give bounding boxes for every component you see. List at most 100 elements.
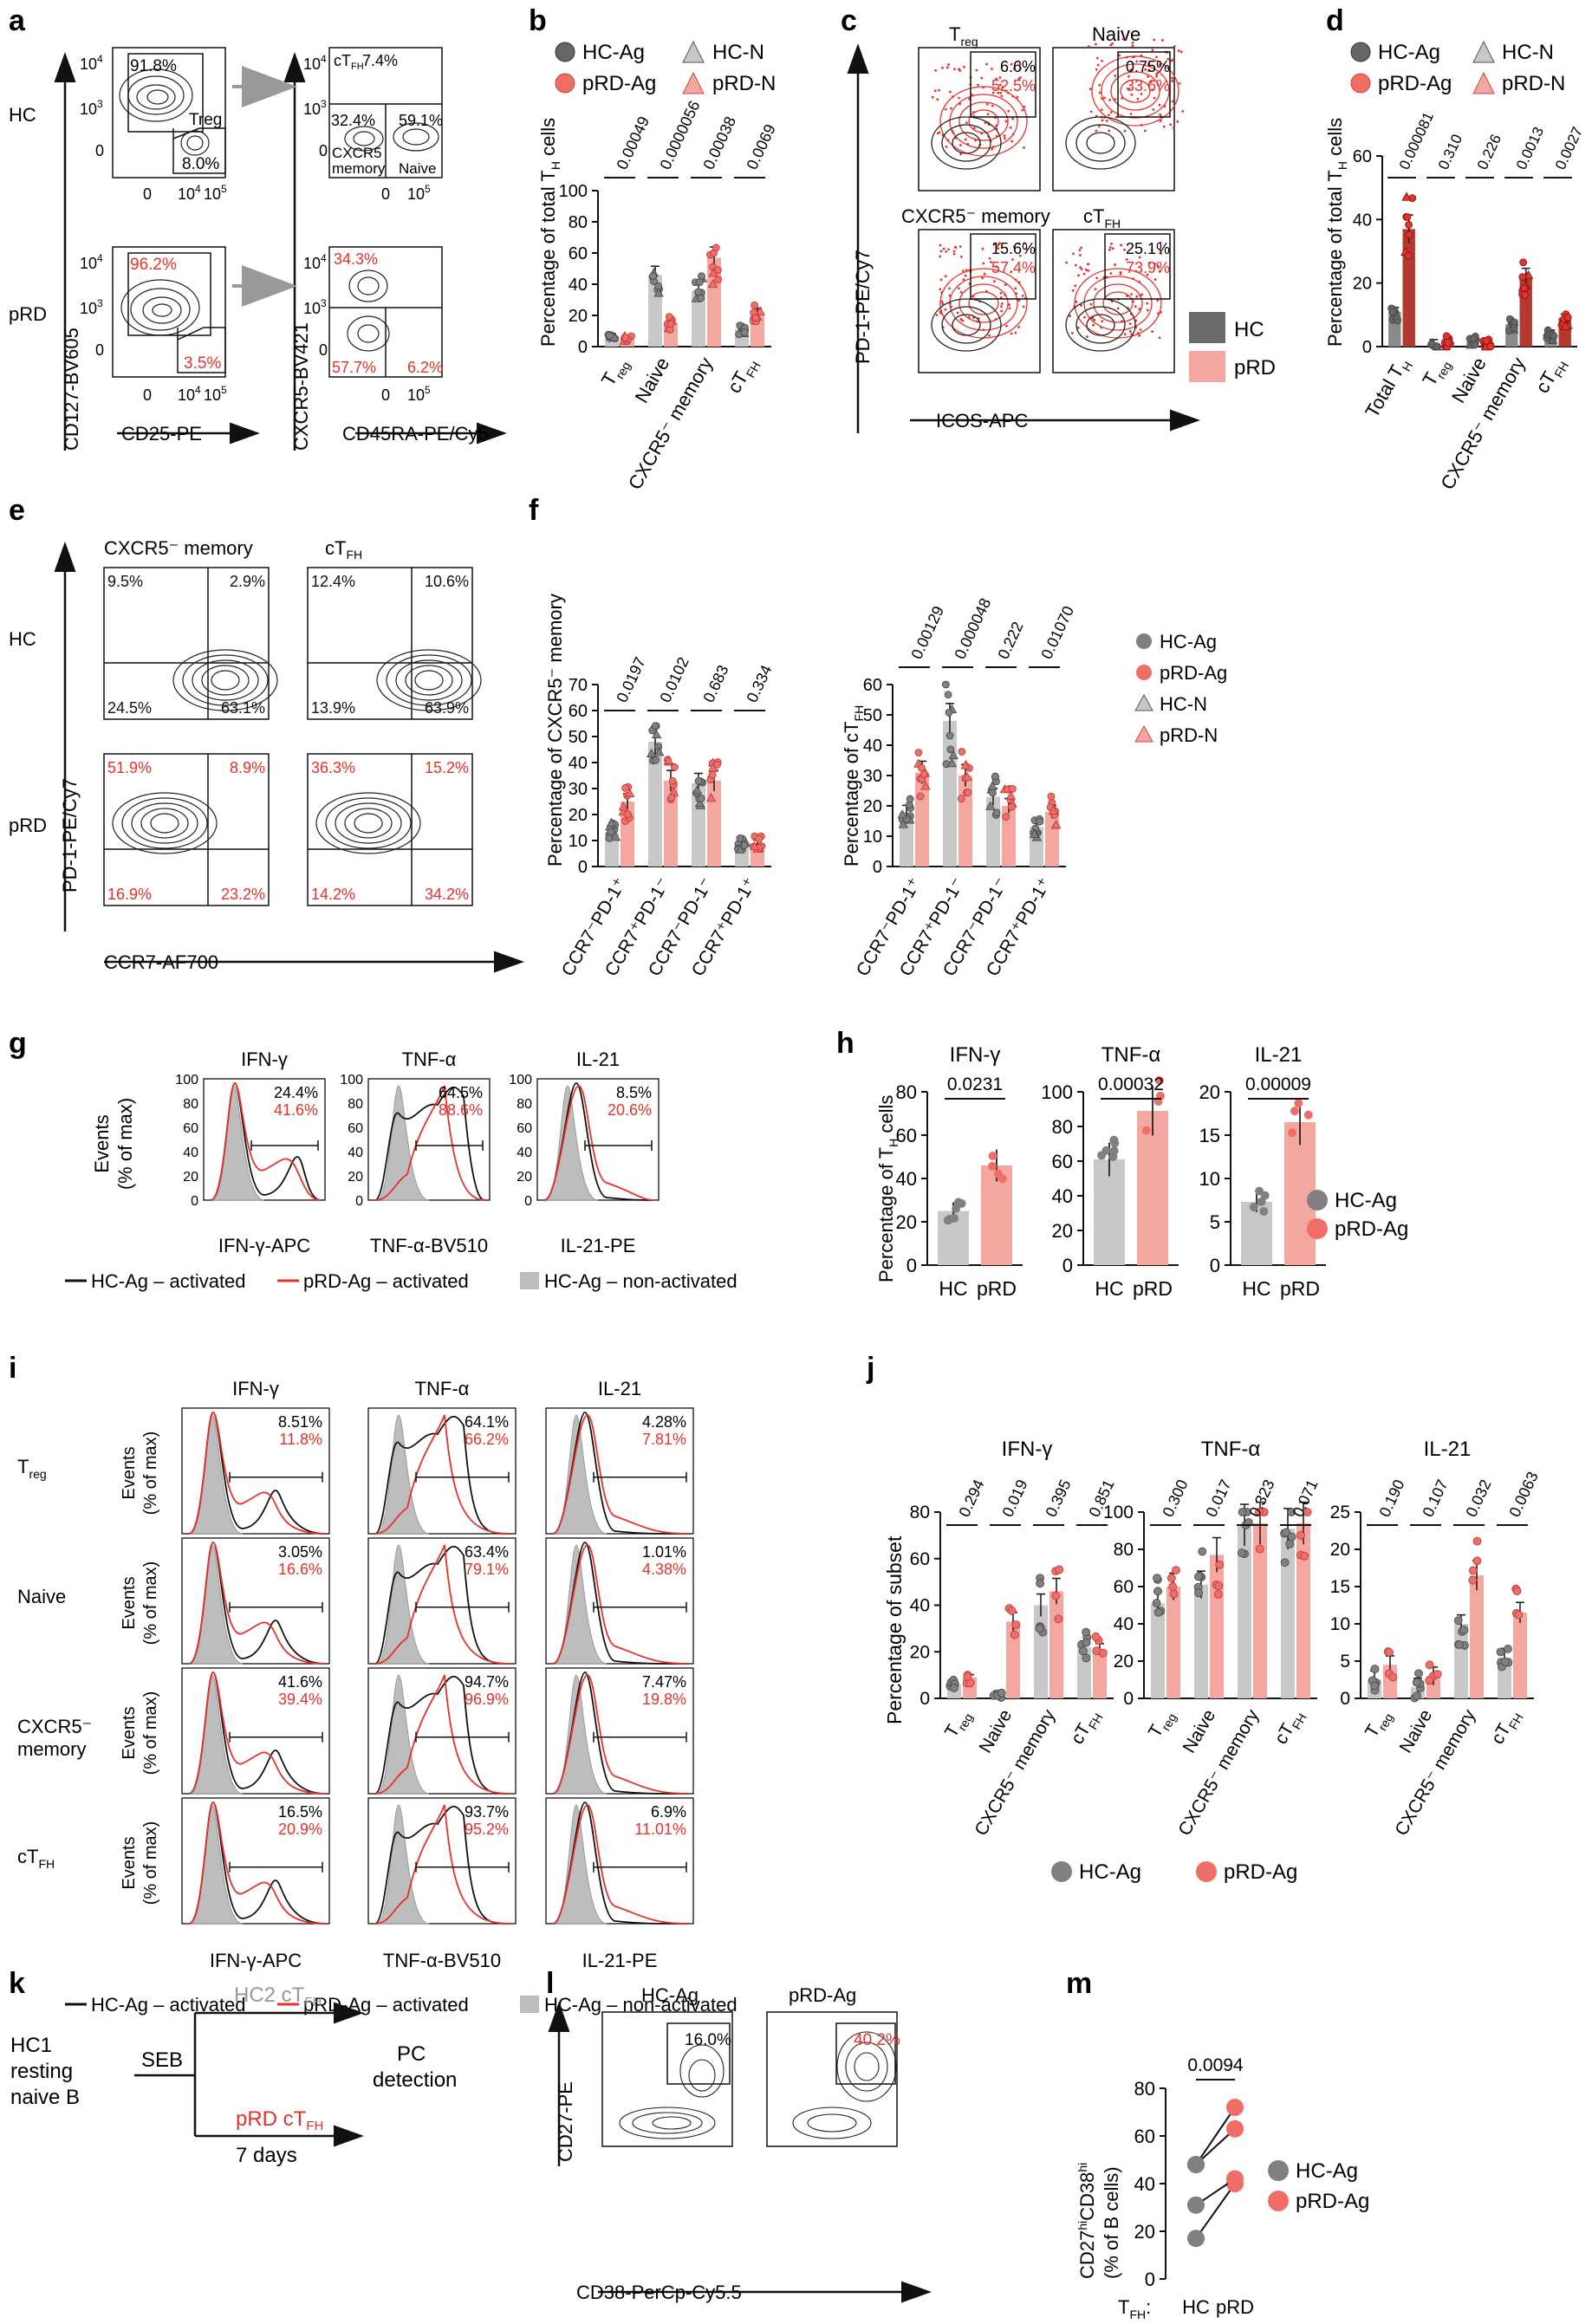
- e-contour-0-0: [172, 649, 278, 711]
- j1-bar-1-1: [1006, 1621, 1020, 1698]
- h1-ytick-label-3: 60: [896, 1125, 917, 1146]
- j2-dot-0-0-1: [1152, 1599, 1161, 1607]
- panel-label-g: g: [9, 1027, 27, 1060]
- d-legend-hcag: HC-Ag: [1378, 41, 1440, 64]
- j2-dot-2-0-1: [1238, 1548, 1246, 1557]
- i-hist-0-1-black: [374, 1416, 512, 1535]
- i-hist-2-2-pct-red: 19.8%: [642, 1691, 686, 1708]
- f2-dot-1-0-5: [948, 750, 958, 760]
- c-dot-red-2-63: [940, 300, 944, 303]
- panel-l: CD27-PE CD38-PerCp-Cy5.5 HC-Ag pRD-Ag 16…: [548, 1984, 932, 2303]
- c-pct-black-2: 15.6%: [991, 240, 1036, 257]
- i-ylabel-b-0: (% of max): [141, 1431, 160, 1516]
- k-prd: pRD cTFH: [236, 2107, 323, 2133]
- h3-dot-0-5: [1249, 1203, 1258, 1212]
- j3-dot-3-1-3: [1512, 1587, 1522, 1596]
- e-q-br-1: 63.9%: [425, 699, 469, 717]
- e-contour-0-1: [182, 654, 269, 706]
- c-red-contour-3-3: [1102, 291, 1134, 315]
- f2-dot-0-0-8: [897, 809, 907, 819]
- c-dot-red-1-86: [1129, 68, 1133, 71]
- h2-bar-0: [1094, 1159, 1125, 1265]
- f1-pval-3: 0.334: [743, 662, 775, 704]
- f1-dot-1-1-8: [663, 755, 674, 764]
- c-dot-red-1-34: [1096, 63, 1100, 67]
- j3-dot-1-0-5: [1412, 1678, 1421, 1687]
- h1-title: IFN-γ: [950, 1043, 1001, 1067]
- a2-tick-104p: 104: [303, 252, 327, 272]
- e-contour-3-1: [325, 797, 412, 849]
- i-hist-1-1-pct-red: 79.1%: [465, 1561, 509, 1578]
- j1-ytick-label-4: 80: [910, 1503, 930, 1522]
- c-dot-red-3-46: [1093, 318, 1096, 321]
- h2-ytick-label-5: 100: [1041, 1081, 1073, 1103]
- b-cat-main-1: Naive: [631, 354, 674, 406]
- i-hist-0-0-pct-red: 11.8%: [279, 1431, 322, 1448]
- panel-label-j: j: [866, 1352, 874, 1385]
- c-dot-red-0-55: [1023, 146, 1025, 149]
- c-dot-red-2-12: [939, 250, 943, 253]
- i-hist-2-1-pct-black: 94.7%: [465, 1673, 509, 1691]
- d-cat-4: cTFH: [1531, 354, 1572, 399]
- d-pval-1: 0.310: [1435, 132, 1465, 172]
- c-dot-red-0-78: [997, 91, 1000, 94]
- f1-dot-1-0-1: [652, 756, 660, 764]
- c-dot-red-1-76: [1130, 93, 1134, 96]
- d-dot-3-0-7: [1510, 324, 1518, 332]
- j1-bar-2-1: [1049, 1591, 1063, 1698]
- f2-dot-1-0-0: [945, 731, 954, 740]
- c-dot-red-1-52: [1095, 56, 1099, 60]
- h3-dot-0-4: [1257, 1197, 1266, 1206]
- f1-ylabel: Percentage of CXCR5⁻ memory: [544, 594, 566, 867]
- f2-dot-3-0-8: [1029, 828, 1040, 839]
- a-ylabel-2: CXCR5-BV421: [290, 322, 312, 451]
- c-dot-red-1-75: [1159, 120, 1162, 123]
- c-dot-red-3-23: [1159, 241, 1162, 244]
- c-legend-prd: pRD: [1234, 356, 1276, 380]
- f1-dot-1-1-7: [668, 776, 677, 785]
- b-cat-main-2: CXCR5⁻ memory: [624, 354, 718, 493]
- c-dot-red-0-6: [1021, 108, 1024, 112]
- j3-cat-3: cTFH: [1487, 1706, 1525, 1749]
- c-dot-red-2-59: [947, 248, 950, 251]
- h2-bar-1: [1137, 1111, 1168, 1265]
- c-dot-red-2-86: [954, 245, 957, 249]
- a2-xtick-105p: 105: [407, 384, 431, 404]
- a-treg-label: Treg: [189, 111, 222, 129]
- f1-dot-3-1-8: [749, 841, 760, 851]
- d-dot-4-1-5: [1560, 321, 1571, 330]
- h1-ytick-label-0: 0: [906, 1255, 917, 1276]
- c-red-contour-1-1: [1101, 63, 1170, 119]
- j3-cat-0: Treg: [1361, 1706, 1396, 1743]
- j2-dot-0-0-4: [1153, 1607, 1163, 1617]
- b-ytick-label-1: 20: [569, 307, 588, 326]
- d-legend-hcn: HC-N: [1502, 41, 1554, 64]
- panel-c: PD-1-PE/Cy7 ICOS-APC Treg 6.6% 52.5% Naive 0…: [847, 23, 1276, 433]
- k-pc: PC: [397, 2042, 426, 2066]
- c-dot-red-3-55: [1138, 334, 1141, 337]
- j3-dot-1-1-2: [1425, 1676, 1434, 1685]
- d-cat-1: Treg: [1418, 354, 1454, 392]
- a-tick-0-prd: 0: [95, 341, 104, 359]
- j2-dot-1-1-3: [1215, 1560, 1225, 1569]
- j3-dot-1-1-3: [1433, 1670, 1442, 1678]
- i-hist-3-2-frame: [545, 1797, 694, 1925]
- h2-pval: 0.00032: [1098, 1074, 1164, 1094]
- c-dot-red-3-11: [1123, 248, 1126, 251]
- j2-bar-1-0: [1194, 1584, 1208, 1698]
- e-q-bl-0: 24.5%: [107, 699, 152, 717]
- a-tick-104-hc: 104: [80, 53, 103, 73]
- a-tick-103-prd: 103: [80, 297, 103, 317]
- a-prd2-br: 6.2%: [407, 359, 443, 376]
- m-dot-hc-1: [1187, 2196, 1205, 2214]
- j3-dot-3-0-5: [1500, 1658, 1510, 1666]
- c-dot-red-2-65: [944, 275, 947, 278]
- f1-ytick-label-1: 10: [569, 832, 588, 851]
- i-hist-3-0-pct-red: 20.9%: [278, 1821, 322, 1838]
- a-prd-tl: 96.2%: [130, 256, 177, 274]
- g-hist-2-pct-black: 8.5%: [616, 1084, 652, 1101]
- c-dot-red-1-70: [1159, 113, 1162, 116]
